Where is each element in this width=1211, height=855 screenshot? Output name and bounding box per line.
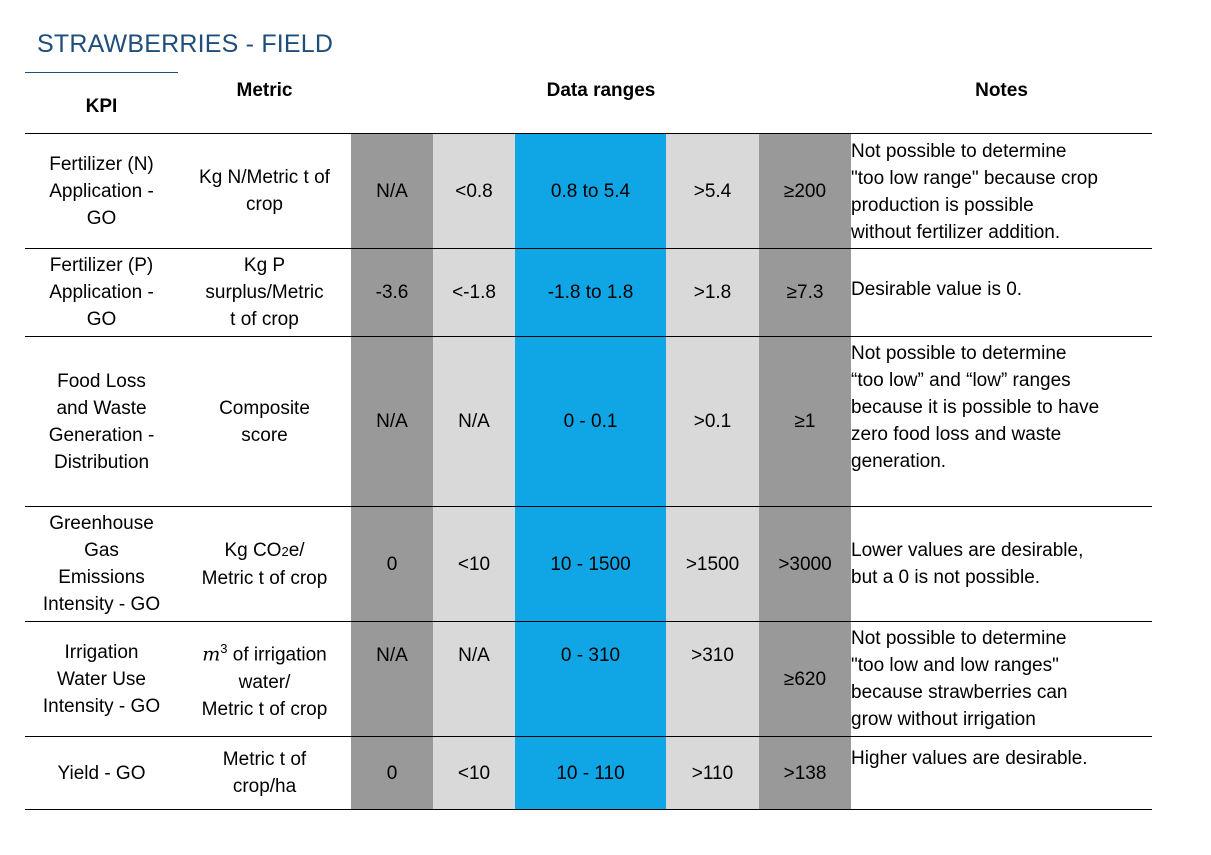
kpi-cell: Fertilizer (P) Application - GO <box>25 248 178 337</box>
range-high: >1.8 <box>666 248 759 337</box>
range-high: >110 <box>666 736 759 810</box>
notes-cell: Not possible to determine "too low and lo… <box>851 621 1152 737</box>
table-row: Greenhouse Gas Emissions Intensity - GO Kg … <box>25 506 1152 622</box>
range-too-high: ≥7.3 <box>759 248 851 337</box>
kpi-cell: Greenhouse Gas Emissions Intensity - GO <box>25 506 178 622</box>
header-data-ranges: Data ranges <box>351 73 851 134</box>
page-title: STRAWBERRIES - FIELD <box>37 30 334 58</box>
range-too-low: -3.6 <box>351 248 433 337</box>
range-desirable: 0 - 0.1 <box>515 336 666 507</box>
range-desirable: 0 - 310 <box>515 621 666 737</box>
kpi-cell: Irrigation Water Use Intensity - GO <box>25 621 178 737</box>
range-high: >0.1 <box>666 336 759 507</box>
table-row: Yield - GO Metric t of crop/ha 0 <10 10 -… <box>25 736 1152 810</box>
range-desirable: 10 - 110 <box>515 736 666 810</box>
title-underline <box>25 72 178 73</box>
range-too-low: N/A <box>351 133 433 249</box>
header-kpi: KPI <box>25 73 178 134</box>
range-low: N/A <box>433 621 515 737</box>
range-too-low: 0 <box>351 736 433 810</box>
range-too-low: N/A <box>351 336 433 507</box>
kpi-cell: Food Loss and Waste Generation - Distributi… <box>25 336 178 507</box>
metric-cell: m3 of irrigation water/ Metric t of crop <box>178 621 351 737</box>
range-high: >5.4 <box>666 133 759 249</box>
range-too-high: >138 <box>759 736 851 810</box>
table-row: Irrigation Water Use Intensity - GO m3 of … <box>25 621 1152 737</box>
range-too-high: ≥1 <box>759 336 851 507</box>
table-row: Food Loss and Waste Generation - Distributi… <box>25 336 1152 507</box>
kpi-cell: Yield - GO <box>25 736 178 810</box>
metric-cell: Composite score <box>178 336 351 507</box>
kpi-table: KPI Metric Data ranges Notes Fertilizer … <box>25 73 1152 810</box>
range-too-low: 0 <box>351 506 433 622</box>
metric-cell: Metric t of crop/ha <box>178 736 351 810</box>
range-too-high: ≥620 <box>759 621 851 737</box>
range-too-high: ≥200 <box>759 133 851 249</box>
kpi-cell: Fertilizer (N) Application - GO <box>25 133 178 249</box>
range-high: >1500 <box>666 506 759 622</box>
notes-cell: Not possible to determine “too low” and “… <box>851 336 1152 507</box>
header-row: KPI Metric Data ranges Notes <box>25 73 1152 134</box>
range-low: <10 <box>433 506 515 622</box>
notes-cell: Not possible to determine "too low range"… <box>851 133 1152 249</box>
range-low: N/A <box>433 336 515 507</box>
range-desirable: 0.8 to 5.4 <box>515 133 666 249</box>
header-notes: Notes <box>851 73 1152 134</box>
metric-cell: Kg CO2e/ Metric t of crop <box>178 506 351 622</box>
range-too-low: N/A <box>351 621 433 737</box>
notes-cell: Lower values are desirable, but a 0 is no… <box>851 506 1152 622</box>
range-too-high: >3000 <box>759 506 851 622</box>
metric-cell: Kg N/Metric t of crop <box>178 133 351 249</box>
range-desirable: -1.8 to 1.8 <box>515 248 666 337</box>
range-low: <10 <box>433 736 515 810</box>
range-low: <0.8 <box>433 133 515 249</box>
range-desirable: 10 - 1500 <box>515 506 666 622</box>
notes-cell: Desirable value is 0. <box>851 248 1152 337</box>
header-metric: Metric <box>178 73 351 134</box>
range-high: >310 <box>666 621 759 737</box>
table-row: Fertilizer (N) Application - GO Kg N/Metri… <box>25 133 1152 249</box>
notes-cell: Higher values are desirable. <box>851 736 1152 810</box>
range-low: <-1.8 <box>433 248 515 337</box>
